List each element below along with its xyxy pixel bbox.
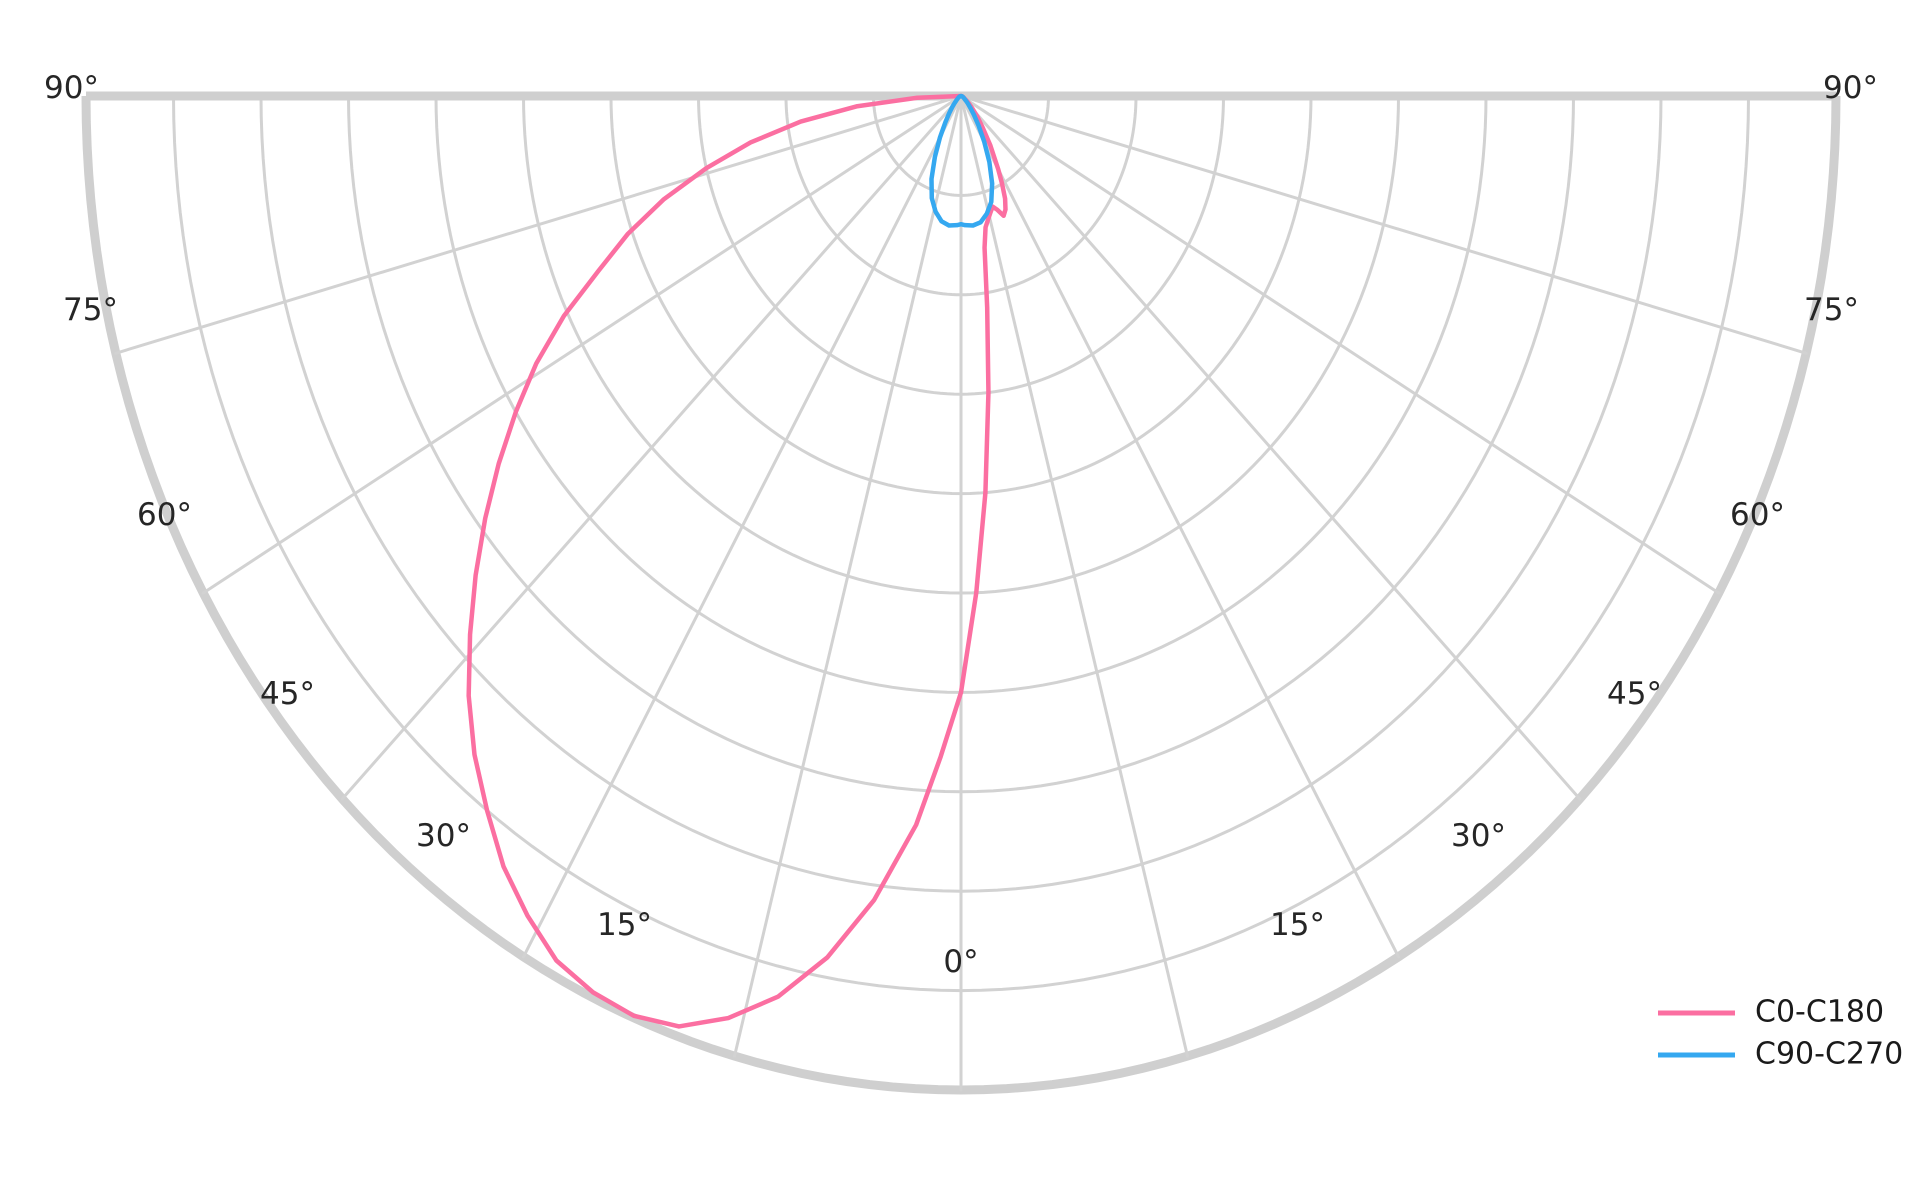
series-curve-c90-c270: [929, 93, 995, 228]
angle-label-right-60: 60°: [1730, 497, 1785, 533]
grid-spoke-15: [959, 94, 1189, 1058]
angle-label-right-45: 45°: [1607, 676, 1662, 712]
grid-spoke--75: [114, 94, 963, 355]
grid-spoke--45: [340, 94, 963, 801]
angle-label-left-45: 45°: [260, 676, 315, 712]
grid-spoke-75: [959, 94, 1808, 355]
angle-label-center-0: 0°: [943, 944, 978, 980]
grid-spoke-30: [959, 94, 1400, 959]
angle-label-right-90: 90°: [1823, 70, 1878, 106]
series-curve-c0-c180: [466, 93, 1008, 1029]
angle-label-left-90: 90°: [44, 70, 99, 106]
grid-spoke--60: [201, 94, 963, 595]
grid-spoke-45: [959, 94, 1582, 801]
chart-legend: C0-C180 C90-C270: [1658, 995, 1903, 1072]
angle-label-left-15: 15°: [597, 907, 652, 943]
polar-series-group: [466, 93, 1008, 1029]
legend-label-c0-c180[interactable]: C0-C180: [1755, 995, 1884, 1030]
angle-label-right-30: 30°: [1451, 818, 1506, 854]
legend-label-c90-c270[interactable]: C90-C270: [1755, 1037, 1903, 1072]
angle-label-left-75: 75°: [63, 292, 118, 328]
angle-label-right-15: 15°: [1270, 907, 1325, 943]
angle-labels-group: 90° 75° 60° 45° 30° 15° 90° 75° 60° 45° 30° 15° 0°: [44, 70, 1878, 980]
angle-label-left-30: 30°: [416, 818, 471, 854]
grid-spoke--15: [733, 94, 963, 1058]
angle-label-right-75: 75°: [1804, 292, 1859, 328]
grid-spoke-60: [959, 94, 1721, 595]
angle-label-left-60: 60°: [137, 497, 192, 533]
polar-grid: [81, 91, 1841, 1095]
grid-spoke--30: [522, 94, 963, 959]
